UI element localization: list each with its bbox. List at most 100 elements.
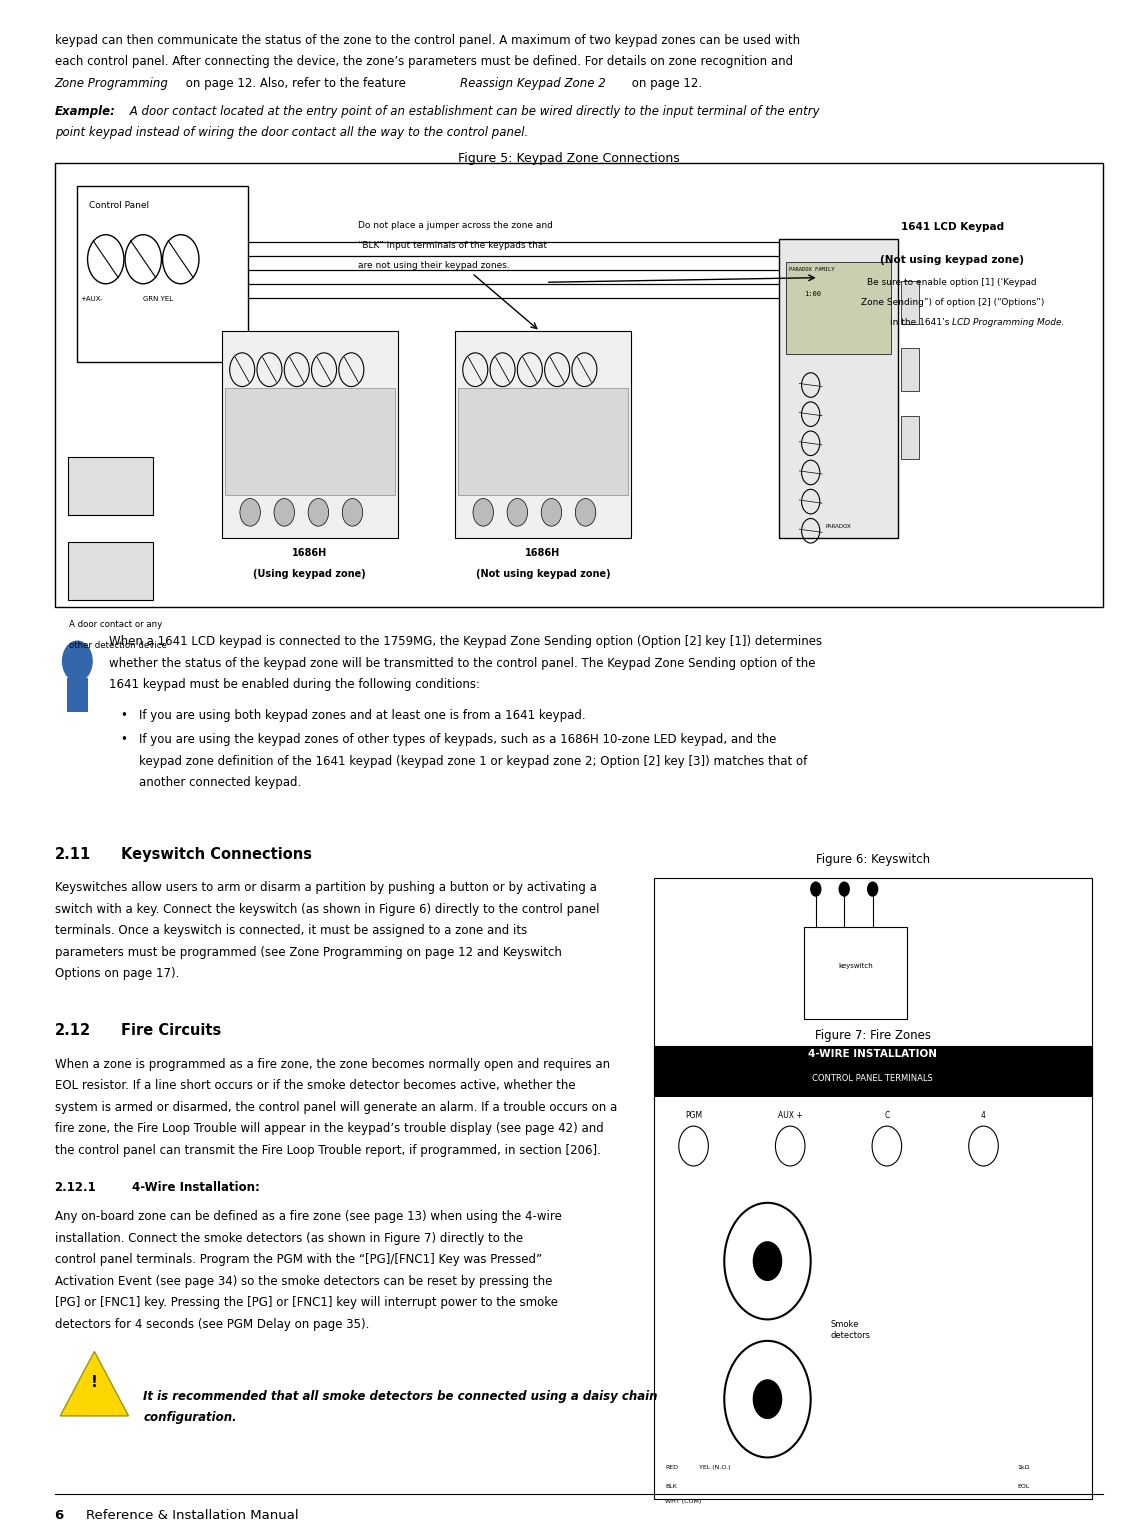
Text: Keyswitches allow users to arm or disarm a partition by pushing a button or by a: Keyswitches allow users to arm or disarm… [55, 882, 597, 894]
Circle shape [274, 499, 294, 526]
Circle shape [753, 1379, 782, 1419]
Text: (Not using keypad zone): (Not using keypad zone) [475, 569, 611, 580]
Text: other detection device: other detection device [69, 641, 167, 650]
Text: CONTROL PANEL TERMINALS: CONTROL PANEL TERMINALS [812, 1074, 933, 1083]
Circle shape [575, 499, 596, 526]
Text: 4-Wire Installation:: 4-Wire Installation: [132, 1181, 259, 1195]
FancyBboxPatch shape [68, 457, 153, 515]
Circle shape [473, 499, 493, 526]
FancyBboxPatch shape [67, 678, 88, 712]
FancyBboxPatch shape [455, 331, 631, 538]
Text: 1:00: 1:00 [804, 291, 821, 298]
Text: Any on-board zone can be defined as a fire zone (see page 13) when using the 4-w: Any on-board zone can be defined as a fi… [55, 1210, 562, 1223]
Text: 6: 6 [55, 1509, 64, 1522]
Text: [PG] or [FNC1] key. Pressing the [PG] or [FNC1] key will interrupt power to the : [PG] or [FNC1] key. Pressing the [PG] or… [55, 1296, 557, 1309]
Text: WHT (COM): WHT (COM) [665, 1499, 702, 1503]
Text: A door contact located at the entry point of an establishment can be wired direc: A door contact located at the entry poin… [126, 104, 820, 118]
FancyBboxPatch shape [804, 928, 906, 1020]
Circle shape [866, 882, 878, 897]
Text: Smoke
detectors: Smoke detectors [830, 1321, 870, 1339]
Text: terminals. Once a keyswitch is connected, it must be assigned to a zone and its: terminals. Once a keyswitch is connected… [55, 925, 526, 937]
Text: 1641 LCD Keypad: 1641 LCD Keypad [901, 221, 1004, 232]
Text: When a 1641 LCD keypad is connected to the 1759MG, the Keypad Zone Sending optio: When a 1641 LCD keypad is connected to t… [109, 635, 822, 647]
Text: 1k Ω: 1k Ω [863, 1081, 882, 1091]
Text: in the 1641’s: in the 1641’s [890, 318, 952, 327]
Text: LCD Programming Mode.: LCD Programming Mode. [952, 318, 1064, 327]
Text: the control panel can transmit the Fire Loop Trouble report, if programmed, in s: the control panel can transmit the Fire … [55, 1144, 600, 1157]
Text: “BLK” input terminals of the keypads that: “BLK” input terminals of the keypads tha… [358, 241, 547, 250]
Text: PARADOX: PARADOX [825, 525, 852, 529]
Circle shape [507, 499, 528, 526]
Text: parameters must be programmed (see Zone Programming on page 12 and Keyswitch: parameters must be programmed (see Zone … [55, 945, 562, 959]
Text: 1641 keypad must be enabled during the following conditions:: 1641 keypad must be enabled during the f… [109, 678, 480, 690]
Text: +AUX-: +AUX- [81, 296, 103, 302]
Text: !: ! [91, 1374, 98, 1390]
Text: point keypad instead of wiring the door contact all the way to the control panel: point keypad instead of wiring the door … [55, 126, 528, 140]
Text: Reference & Installation Manual: Reference & Installation Manual [86, 1509, 299, 1522]
Text: Fire Circuits: Fire Circuits [121, 1023, 221, 1039]
Text: are not using their keypad zones.: are not using their keypad zones. [358, 261, 509, 270]
Circle shape [541, 499, 562, 526]
Text: Figure 6: Keyswitch: Figure 6: Keyswitch [815, 853, 930, 867]
FancyBboxPatch shape [654, 1046, 1092, 1499]
Text: EOL: EOL [1018, 1483, 1030, 1488]
Text: 1686H: 1686H [525, 548, 561, 558]
Text: Keyswitch Connections: Keyswitch Connections [121, 847, 312, 862]
Circle shape [753, 1241, 782, 1281]
Text: Zone Sending”) of option [2] (“Options”): Zone Sending”) of option [2] (“Options”) [861, 298, 1044, 307]
Text: configuration.: configuration. [143, 1411, 236, 1424]
Text: It is recommended that all smoke detectors be connected using a daisy chain: It is recommended that all smoke detecto… [143, 1390, 658, 1402]
Text: detectors for 4 seconds (see PGM Delay on page 35).: detectors for 4 seconds (see PGM Delay o… [55, 1318, 368, 1330]
Text: AUX +: AUX + [778, 1111, 803, 1120]
Text: whether the status of the keypad zone will be transmitted to the control panel. : whether the status of the keypad zone wi… [109, 657, 815, 669]
Text: Do not place a jumper across the zone and: Do not place a jumper across the zone an… [358, 221, 553, 230]
Text: PGM: PGM [684, 1111, 703, 1120]
Text: •: • [121, 709, 127, 721]
FancyBboxPatch shape [77, 186, 248, 362]
Text: control panel terminals. Program the PGM with the “[PG]/[FNC1] Key was Pressed”: control panel terminals. Program the PGM… [55, 1253, 541, 1266]
Circle shape [240, 499, 260, 526]
Text: Figure 7: Fire Zones: Figure 7: Fire Zones [814, 1029, 931, 1043]
Circle shape [342, 499, 363, 526]
FancyBboxPatch shape [225, 388, 395, 495]
Text: Reassign Keypad Zone 2: Reassign Keypad Zone 2 [460, 77, 606, 89]
Text: switch with a key. Connect the keyswitch (as shown in Figure 6) directly to the : switch with a key. Connect the keyswitch… [55, 904, 599, 916]
Text: Example:: Example: [55, 104, 116, 118]
Text: A door contact or any: A door contact or any [69, 620, 163, 629]
Text: keyswitch: keyswitch [838, 963, 873, 969]
Text: BLK: BLK [665, 1483, 677, 1488]
FancyBboxPatch shape [901, 281, 919, 324]
Text: GRN YEL: GRN YEL [143, 296, 173, 302]
FancyBboxPatch shape [901, 416, 919, 459]
Text: 1kΩ: 1kΩ [1018, 1465, 1030, 1470]
Text: 4-WIRE INSTALLATION: 4-WIRE INSTALLATION [808, 1049, 937, 1060]
FancyBboxPatch shape [654, 877, 1092, 1100]
Text: installation. Connect the smoke detectors (as shown in Figure 7) directly to the: installation. Connect the smoke detector… [55, 1232, 523, 1244]
Circle shape [838, 882, 849, 897]
Text: If you are using the keypad zones of other types of keypads, such as a 1686H 10-: If you are using the keypad zones of oth… [139, 733, 777, 747]
Text: Control Panel: Control Panel [89, 201, 149, 210]
Text: RED: RED [665, 1465, 678, 1470]
Text: Activation Event (see page 34) so the smoke detectors can be reset by pressing t: Activation Event (see page 34) so the sm… [55, 1275, 551, 1287]
Text: 4: 4 [981, 1111, 986, 1120]
Text: 2.12: 2.12 [55, 1023, 91, 1039]
Text: Be sure to enable option [1] (‘Keypad: Be sure to enable option [1] (‘Keypad [868, 278, 1037, 287]
Text: fire zone, the Fire Loop Trouble will appear in the keypad’s trouble display (se: fire zone, the Fire Loop Trouble will ap… [55, 1123, 604, 1135]
Text: on page 12.: on page 12. [628, 77, 702, 89]
FancyBboxPatch shape [779, 239, 898, 538]
Text: If you are using both keypad zones and at least one is from a 1641 keypad.: If you are using both keypad zones and a… [139, 709, 586, 721]
Text: 2.11: 2.11 [55, 847, 91, 862]
FancyBboxPatch shape [222, 331, 398, 538]
Text: •: • [121, 733, 127, 747]
Text: Figure 5: Keypad Zone Connections: Figure 5: Keypad Zone Connections [457, 152, 680, 164]
Text: each control panel. After connecting the device, the zone’s parameters must be d: each control panel. After connecting the… [55, 55, 792, 67]
Text: Zone Programming: Zone Programming [55, 77, 168, 89]
FancyBboxPatch shape [901, 348, 919, 391]
Text: another connected keypad.: another connected keypad. [139, 776, 301, 790]
Text: (Not using keypad zone): (Not using keypad zone) [880, 255, 1024, 265]
Text: on page 12. Also, refer to the feature: on page 12. Also, refer to the feature [182, 77, 409, 89]
Text: 1686H: 1686H [292, 548, 327, 558]
Text: EOL resistor. If a line short occurs or if the smoke detector becomes active, wh: EOL resistor. If a line short occurs or … [55, 1080, 575, 1092]
Circle shape [308, 499, 329, 526]
FancyBboxPatch shape [786, 262, 891, 354]
